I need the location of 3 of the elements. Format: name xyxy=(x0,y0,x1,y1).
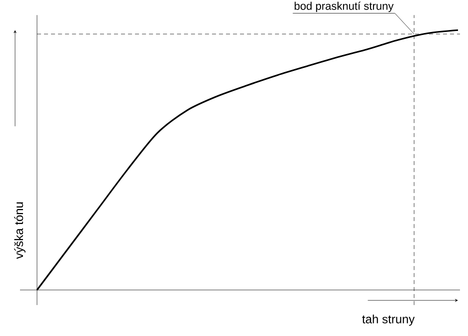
x-axis-title: tah struny xyxy=(362,314,415,326)
y-axis-title: výška tónu xyxy=(14,202,26,259)
text: bod prasknutí struny xyxy=(294,2,394,12)
